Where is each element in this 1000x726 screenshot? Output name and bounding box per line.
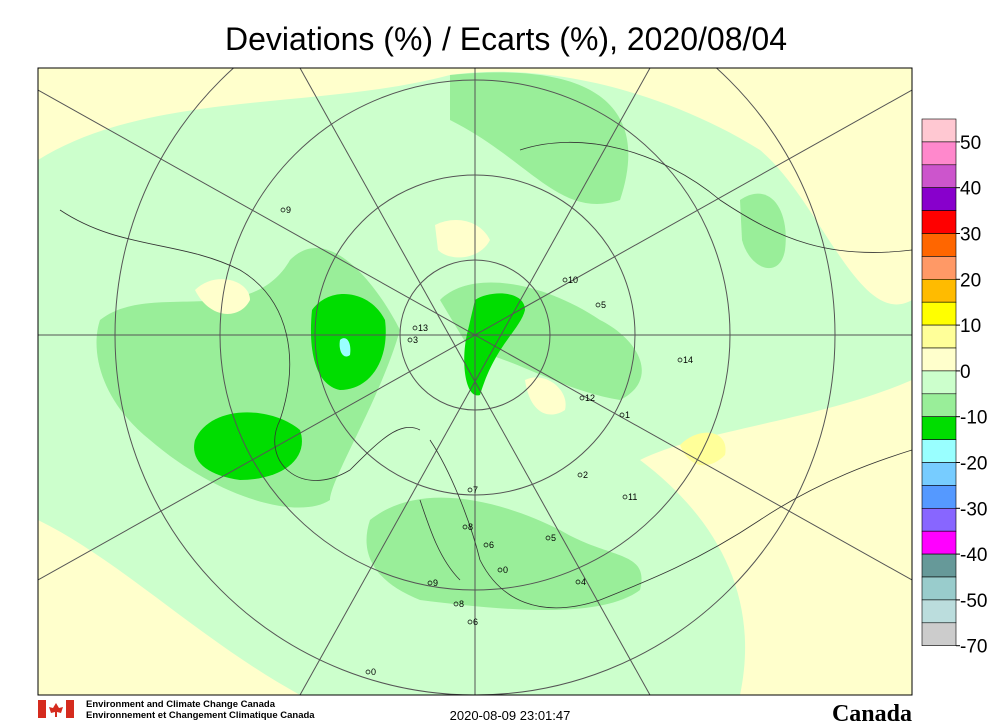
title: Deviations (%) / Ecarts (%), 2020/08/04 [225,21,787,57]
flag [38,700,74,718]
legend-swatch [921,347,957,372]
legend-swatch [921,324,957,349]
legend-swatch [921,141,957,166]
station-label: 12 [585,393,595,403]
station-marker [619,412,625,418]
station-marker [577,472,583,478]
legend-swatch [921,164,957,189]
legend-swatch [921,485,957,509]
legend-label: 40 [960,179,981,200]
station-marker [595,302,601,308]
legend-label: -20 [960,454,987,475]
map-frame [37,67,913,696]
station-marker [677,357,683,363]
agency-fr: Environnement et Changement Climatique C… [86,710,315,721]
legend-label: 50 [960,133,981,154]
station-marker [545,535,551,541]
station-marker [483,542,489,548]
station-label: 9 [286,205,291,215]
legend-swatch [921,256,957,280]
station-marker [562,277,568,283]
station-marker [365,669,371,675]
legend-swatch [921,553,957,578]
legend-swatch [921,507,957,532]
station-marker [467,619,473,625]
station-label: 10 [568,275,578,285]
legend-label: 20 [960,270,981,291]
legend-label: -70 [960,637,987,658]
legend-swatch [921,530,957,555]
legend-swatch [921,233,957,257]
station-marker [407,337,413,343]
station-label: 6 [473,617,478,627]
color-legend: 50 40 30 20 10 0 -10 -20 -30 -40 -50 -70 [921,118,987,658]
station-label: 1 [625,410,630,420]
legend-swatch [921,187,957,211]
legend-label: -40 [960,545,987,566]
station-label: 8 [459,599,464,609]
legend-swatch [921,599,957,624]
station-label: 14 [683,355,693,365]
station-label: 3 [413,335,418,345]
station-label: 7 [473,485,478,495]
station-marker [453,601,459,607]
legend-label: -30 [960,499,987,520]
legend-swatch [921,416,957,440]
station-marker [427,580,433,586]
station-marker [462,524,468,530]
legend-label: -50 [960,591,987,612]
station-marker [467,487,473,493]
station-label: 8 [468,522,473,532]
map [38,68,912,695]
station-label: 0 [503,565,508,575]
station-label: 5 [551,533,556,543]
legend-swatch [921,439,957,463]
station-marker [579,395,585,401]
station-label: 9 [433,578,438,588]
legend-swatch [921,210,957,234]
station-marker [497,567,503,573]
timestamp: 2020-08-09 23:01:47 [450,708,571,723]
station-marker [412,325,418,331]
legend-swatch [921,462,957,486]
station-marker [575,579,581,585]
legend-swatch [921,301,957,326]
legend-swatch [921,576,957,601]
station-label: 13 [418,323,428,333]
station-label: 6 [489,540,494,550]
legend-swatch [921,622,957,646]
legend-swatch [921,278,957,303]
legend-label: -10 [960,408,987,429]
station-marker [280,207,286,213]
legend-swatch [921,118,957,143]
wordmark: Canada [832,701,912,726]
legend-label: 0 [960,362,971,383]
legend-label: 10 [960,316,981,337]
legend-swatch [921,370,957,395]
legend-label: 30 [960,225,981,246]
agency-en: Environment and Climate Change Canada [86,699,276,710]
legend-swatch [921,393,957,417]
station-label: 0 [371,667,376,677]
station-label: 4 [581,577,586,587]
station-label: 2 [583,470,588,480]
station-label: 11 [628,492,637,502]
station-marker [622,494,628,500]
station-label: 5 [601,300,606,310]
